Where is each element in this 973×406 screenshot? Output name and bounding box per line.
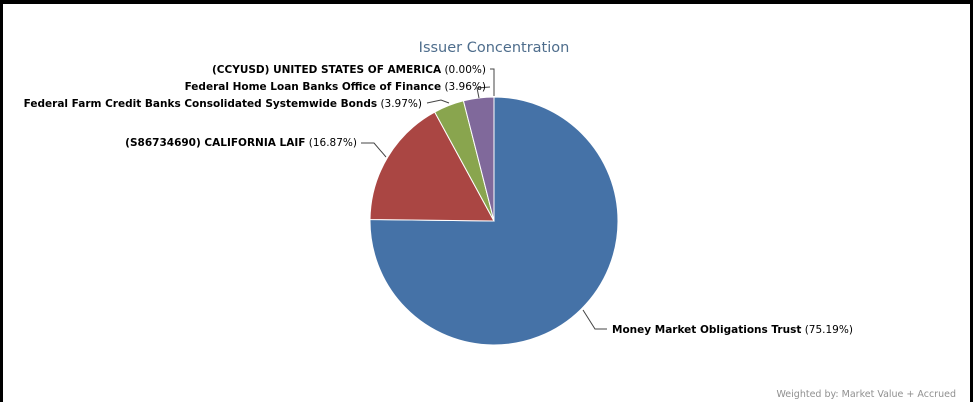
slice-label-name: (CCYUSD) UNITED STATES OF AMERICA (212, 64, 442, 76)
slice-label-percent: (75.19%) (801, 324, 853, 336)
slice-label-ccyusd-united-states-of-america: (CCYUSD) UNITED STATES OF AMERICA (0.00%… (212, 64, 486, 76)
connector-line-federal-home-loan-banks-office-of-finance (476, 86, 491, 99)
pie-slice-money-market-obligations-trust[interactable] (369, 96, 619, 346)
pie-slices (369, 96, 619, 346)
connector-line-federal-farm-credit-banks-consolidated-systemwide-bonds (426, 99, 450, 104)
chart-title: Issuer Concentration (419, 40, 570, 56)
slice-label-percent: (16.87%) (305, 137, 357, 149)
slice-label-name: Federal Farm Credit Banks Consolidated S… (24, 98, 377, 110)
pie-labels: Money Market Obligations Trust (75.19%)(… (24, 64, 853, 336)
slice-label-percent: (3.96%) (441, 81, 486, 93)
slice-label-percent: (3.97%) (377, 98, 422, 110)
connector-line-money-market-obligations-trust (582, 309, 607, 330)
issuer-concentration-pie-chart: Issuer Concentration Money Market Obliga… (24, 40, 956, 400)
slice-label-name: Federal Home Loan Banks Office of Financ… (185, 81, 442, 93)
weighted-by-footnote: Weighted by: Market Value + Accrued (776, 389, 956, 400)
slice-label-s86734690-california-laif: (S86734690) CALIFORNIA LAIF (16.87%) (125, 137, 357, 149)
pie-slice-s86734690-california-laif[interactable] (369, 111, 495, 222)
connector-line-s86734690-california-laif (361, 142, 387, 158)
slice-label-federal-farm-credit-banks-consolidated-systemwide-bonds: Federal Farm Credit Banks Consolidated S… (24, 98, 422, 110)
slice-label-name: Money Market Obligations Trust (612, 324, 801, 336)
connector-line-ccyusd-united-states-of-america (490, 68, 495, 96)
slice-label-federal-home-loan-banks-office-of-finance: Federal Home Loan Banks Office of Financ… (185, 81, 486, 93)
slice-label-money-market-obligations-trust: Money Market Obligations Trust (75.19%) (612, 324, 853, 336)
slice-label-name: (S86734690) CALIFORNIA LAIF (125, 137, 305, 149)
slice-label-percent: (0.00%) (441, 64, 486, 76)
